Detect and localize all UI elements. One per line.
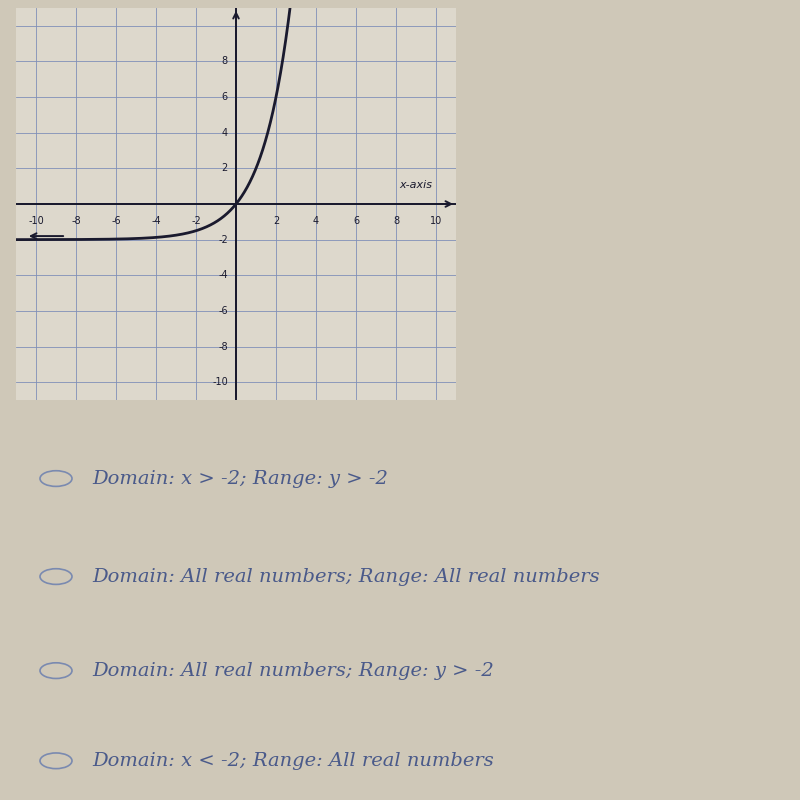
Text: -6: -6 — [111, 217, 121, 226]
Text: -4: -4 — [218, 270, 228, 280]
Text: 4: 4 — [222, 128, 228, 138]
Text: -2: -2 — [218, 234, 228, 245]
Text: 6: 6 — [353, 217, 359, 226]
Text: 4: 4 — [313, 217, 319, 226]
Text: 2: 2 — [222, 163, 228, 174]
Text: -10: -10 — [28, 217, 44, 226]
Text: 10: 10 — [430, 217, 442, 226]
Text: 8: 8 — [222, 57, 228, 66]
Text: -8: -8 — [218, 342, 228, 351]
Text: Domain: All real numbers; Range: All real numbers: Domain: All real numbers; Range: All rea… — [92, 567, 600, 586]
Text: -2: -2 — [191, 217, 201, 226]
Text: Domain: x < -2; Range: All real numbers: Domain: x < -2; Range: All real numbers — [92, 752, 494, 770]
Text: -4: -4 — [151, 217, 161, 226]
Text: 2: 2 — [273, 217, 279, 226]
Text: x-axis: x-axis — [399, 180, 432, 190]
Text: -10: -10 — [212, 377, 228, 387]
Text: Domain: x > -2; Range: y > -2: Domain: x > -2; Range: y > -2 — [92, 470, 388, 487]
Text: -6: -6 — [218, 306, 228, 316]
Text: 8: 8 — [393, 217, 399, 226]
Text: Domain: All real numbers; Range: y > -2: Domain: All real numbers; Range: y > -2 — [92, 662, 494, 680]
Text: 6: 6 — [222, 92, 228, 102]
Text: -8: -8 — [71, 217, 81, 226]
